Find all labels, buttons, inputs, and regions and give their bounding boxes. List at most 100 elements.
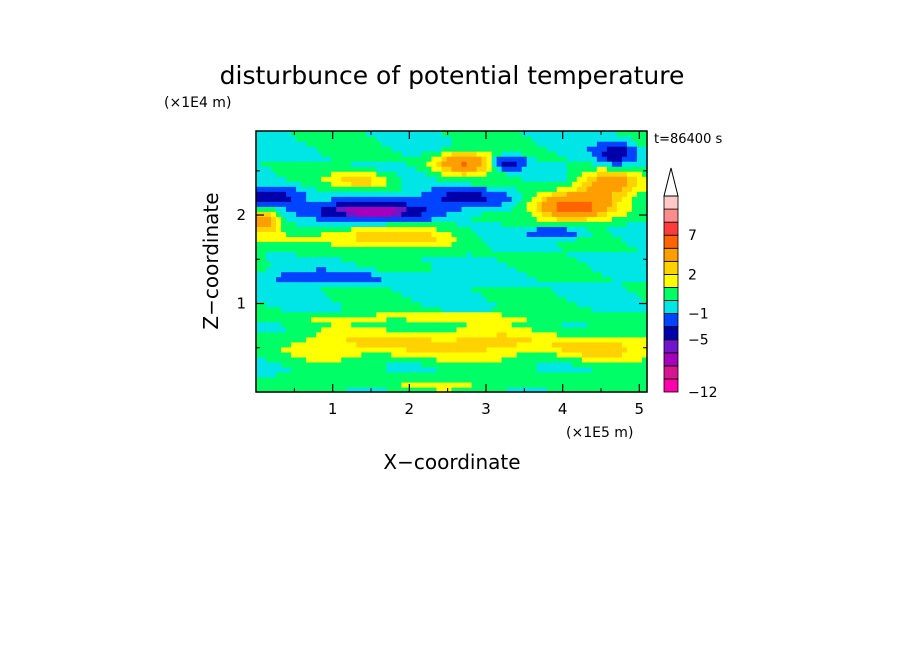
contour-cell — [281, 276, 287, 283]
contour-cell — [511, 291, 518, 298]
contour-cell — [331, 306, 337, 313]
contour-cell — [606, 241, 613, 248]
contour-cell — [261, 131, 267, 137]
contour-cell — [361, 161, 367, 167]
contour-cell — [551, 346, 558, 353]
contour-cell — [271, 171, 277, 177]
contour-cell — [266, 156, 272, 162]
contour-cell — [571, 381, 578, 388]
contour-cell — [291, 376, 297, 383]
contour-cell — [581, 166, 588, 172]
contour-cell — [576, 236, 583, 243]
contour-cell — [341, 186, 347, 192]
contour-cell — [641, 271, 648, 278]
contour-cell — [571, 171, 578, 177]
contour-cell — [396, 286, 402, 293]
contour-cell — [516, 311, 523, 318]
contour-cell — [286, 341, 292, 348]
contour-cell — [606, 296, 613, 303]
contour-cell — [331, 316, 337, 323]
contour-cell — [451, 161, 458, 167]
contour-cell — [271, 386, 277, 393]
contour-cell — [351, 246, 357, 253]
contour-cell — [436, 176, 443, 182]
contour-cell — [396, 136, 402, 142]
contour-cell — [266, 176, 272, 182]
contour-cell — [371, 311, 377, 318]
contour-cell — [511, 381, 518, 388]
contour-cell — [526, 341, 533, 348]
contour-cell — [496, 251, 503, 258]
contour-cell — [491, 181, 498, 187]
contour-cell — [521, 366, 528, 373]
contour-cell — [286, 241, 292, 248]
contour-cell — [406, 306, 412, 313]
contour-cell — [481, 346, 488, 353]
contour-cell — [416, 246, 423, 253]
contour-cell — [446, 376, 453, 383]
contour-cell — [436, 131, 443, 137]
contour-cell — [266, 351, 272, 358]
contour-cell — [616, 296, 623, 303]
contour-cell — [301, 146, 307, 152]
contour-cell — [521, 321, 528, 328]
y-tick-label: 2 — [236, 206, 246, 224]
contour-cell — [401, 316, 407, 323]
contour-cell — [276, 236, 282, 243]
contour-cell — [511, 336, 518, 343]
contour-cell — [271, 321, 277, 328]
contour-cell — [506, 231, 513, 237]
contour-cell — [511, 226, 518, 232]
contour-cell — [541, 381, 548, 388]
contour-cell — [381, 131, 387, 137]
contour-cell — [291, 151, 297, 157]
contour-cell — [441, 261, 448, 268]
contour-cell — [426, 236, 433, 243]
contour-cell — [611, 171, 618, 177]
contour-cell — [281, 191, 287, 197]
contour-cell — [471, 231, 478, 237]
contour-cell — [621, 341, 628, 348]
contour-cell — [506, 361, 513, 368]
contour-cell — [491, 151, 498, 157]
contour-cell — [571, 386, 578, 393]
contour-cell — [486, 136, 493, 142]
contour-cell — [611, 281, 618, 288]
contour-cell — [306, 151, 312, 157]
contour-cell — [351, 156, 357, 162]
contour-cell — [401, 326, 407, 333]
contour-cell — [271, 356, 277, 363]
contour-cell — [381, 356, 387, 363]
contour-cell — [581, 186, 588, 192]
contour-cell — [456, 221, 463, 227]
contour-cell — [411, 336, 418, 343]
contour-cell — [461, 236, 468, 243]
contour-cell — [506, 181, 513, 187]
contour-cell — [561, 356, 568, 363]
contour-cell — [561, 196, 568, 202]
contour-cell — [586, 331, 593, 338]
contour-cell — [516, 191, 523, 197]
contour-cell — [351, 161, 357, 167]
contour-cell — [561, 166, 568, 172]
contour-cell — [346, 136, 352, 142]
contour-cell — [366, 201, 372, 207]
contour-cell — [551, 371, 558, 378]
contour-cell — [386, 276, 392, 283]
contour-cell — [426, 136, 433, 142]
contour-cell — [471, 146, 478, 152]
contour-cell — [376, 241, 382, 248]
contour-cell — [531, 226, 538, 232]
contour-cell — [606, 156, 613, 162]
contour-cell — [581, 216, 588, 222]
contour-cell — [601, 331, 608, 338]
contour-cell — [351, 306, 357, 313]
contour-cell — [616, 256, 623, 263]
contour-cell — [636, 196, 643, 202]
contour-cell — [396, 241, 402, 248]
contour-cell — [261, 361, 267, 368]
contour-cell — [496, 231, 503, 237]
contour-cell — [531, 171, 538, 177]
contour-cell — [401, 226, 407, 232]
contour-cell — [601, 131, 608, 137]
